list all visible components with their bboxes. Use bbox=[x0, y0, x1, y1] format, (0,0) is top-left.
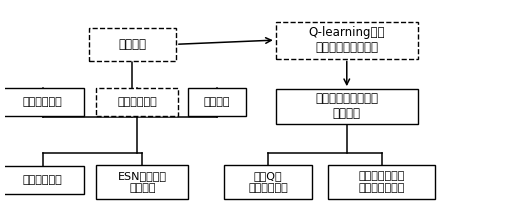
FancyBboxPatch shape bbox=[224, 166, 312, 199]
FancyBboxPatch shape bbox=[328, 166, 435, 199]
FancyBboxPatch shape bbox=[89, 28, 176, 61]
Text: 用户偏好: 用户偏好 bbox=[118, 38, 146, 51]
Text: 景点综合质量: 景点综合质量 bbox=[118, 97, 157, 107]
FancyBboxPatch shape bbox=[276, 22, 418, 58]
FancyBboxPatch shape bbox=[96, 88, 179, 117]
Text: 基于Q值
自由路线规划: 基于Q值 自由路线规划 bbox=[248, 172, 288, 193]
Text: 特定节点插入算
法定制路线规划: 特定节点插入算 法定制路线规划 bbox=[358, 172, 405, 193]
Text: 景点静态质量: 景点静态质量 bbox=[22, 175, 63, 185]
Text: 沿路地标密度: 沿路地标密度 bbox=[22, 97, 63, 107]
Text: 个性化骑行旅游最优
路线规划: 个性化骑行旅游最优 路线规划 bbox=[315, 92, 378, 120]
Text: ESN预测景点
动态质量: ESN预测景点 动态质量 bbox=[118, 172, 167, 193]
FancyBboxPatch shape bbox=[2, 88, 83, 117]
Text: 路径长短: 路径长短 bbox=[204, 97, 231, 107]
FancyBboxPatch shape bbox=[188, 88, 246, 117]
FancyBboxPatch shape bbox=[276, 89, 418, 124]
FancyBboxPatch shape bbox=[2, 166, 83, 194]
FancyBboxPatch shape bbox=[96, 166, 188, 199]
Text: Q-learning算法
状态估值迭代至收敛: Q-learning算法 状态估值迭代至收敛 bbox=[308, 26, 385, 54]
